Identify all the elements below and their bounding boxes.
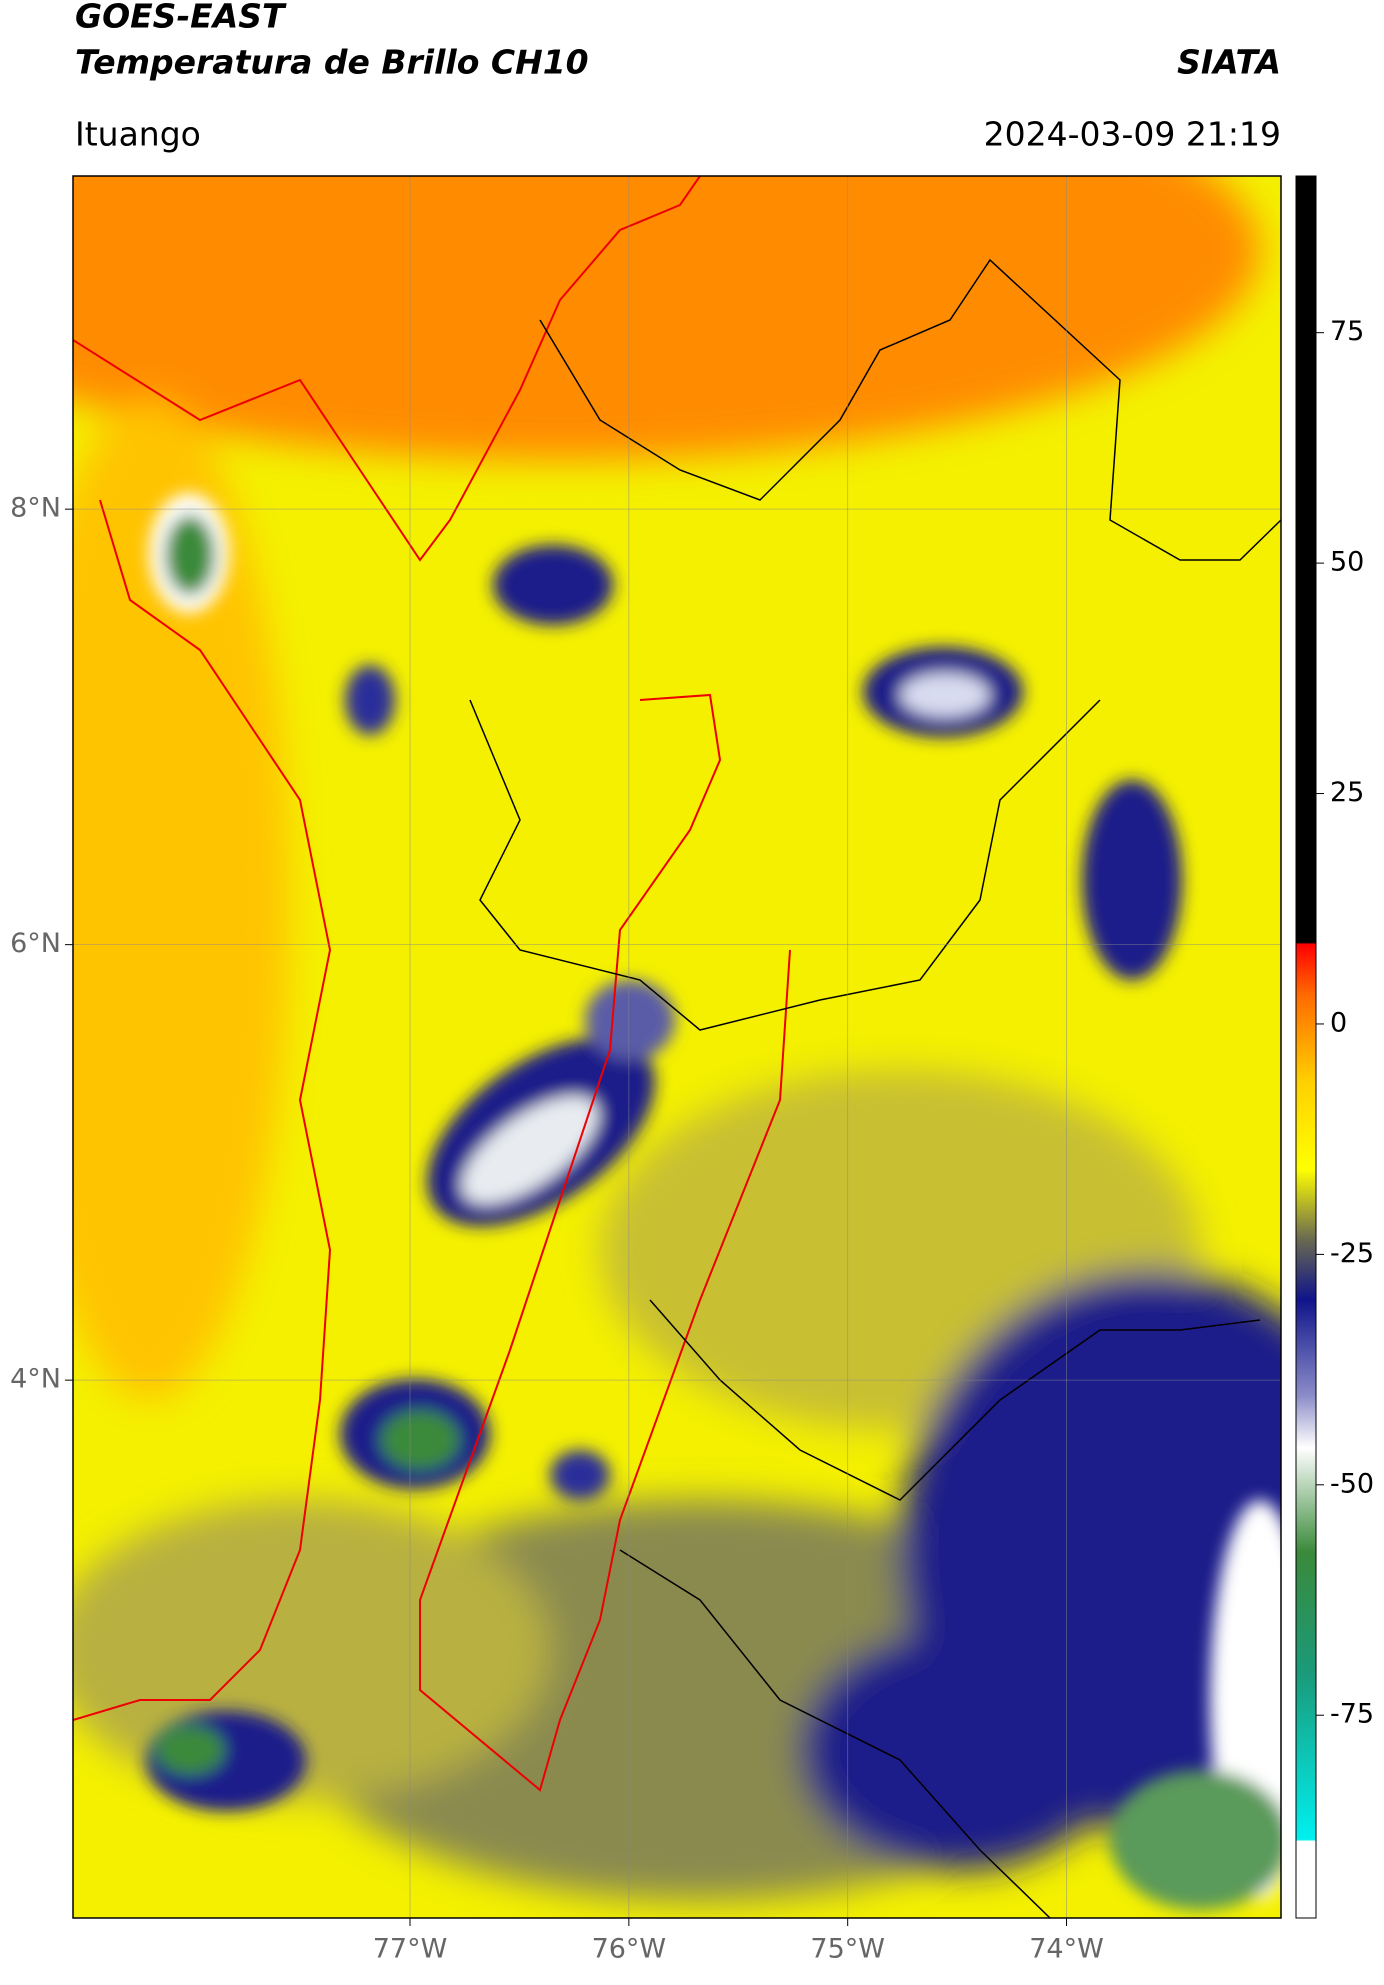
colorbar-tick-label: 0 <box>1330 1007 1347 1038</box>
datetime: 2024-03-09 21:19 <box>984 115 1281 154</box>
map-frame <box>72 175 1282 1919</box>
colorbar <box>1295 175 1317 1919</box>
title: GOES-EAST <box>75 0 287 36</box>
y-tick-label: 8°N <box>10 493 61 524</box>
x-tick-label: 76°W <box>592 1934 667 1965</box>
source: SIATA <box>1177 43 1281 82</box>
x-tick-label: 77°W <box>373 1934 448 1965</box>
colorbar-tick-label: 75 <box>1330 316 1364 347</box>
x-tick-label: 74°W <box>1029 1934 1104 1965</box>
colorbar-tick-label: -75 <box>1330 1699 1374 1730</box>
subtitle: Temperatura de Brillo CH10 <box>75 43 589 82</box>
location: Ituango <box>75 115 201 154</box>
y-tick-label: 6°N <box>10 928 61 959</box>
x-tick-label: 75°W <box>810 1934 885 1965</box>
header: GOES-EAST Temperatura de Brillo CH10 SIA… <box>75 0 1281 154</box>
grid <box>73 176 1281 1918</box>
colorbar-tick-label: 50 <box>1330 547 1364 578</box>
colorbar-tick-label: 25 <box>1330 777 1364 808</box>
y-tick-label: 4°N <box>10 1364 61 1395</box>
colorbar-tick-label: -50 <box>1330 1468 1374 1499</box>
colorbar-tick-label: -25 <box>1330 1238 1374 1269</box>
satellite-image <box>73 176 1281 1918</box>
